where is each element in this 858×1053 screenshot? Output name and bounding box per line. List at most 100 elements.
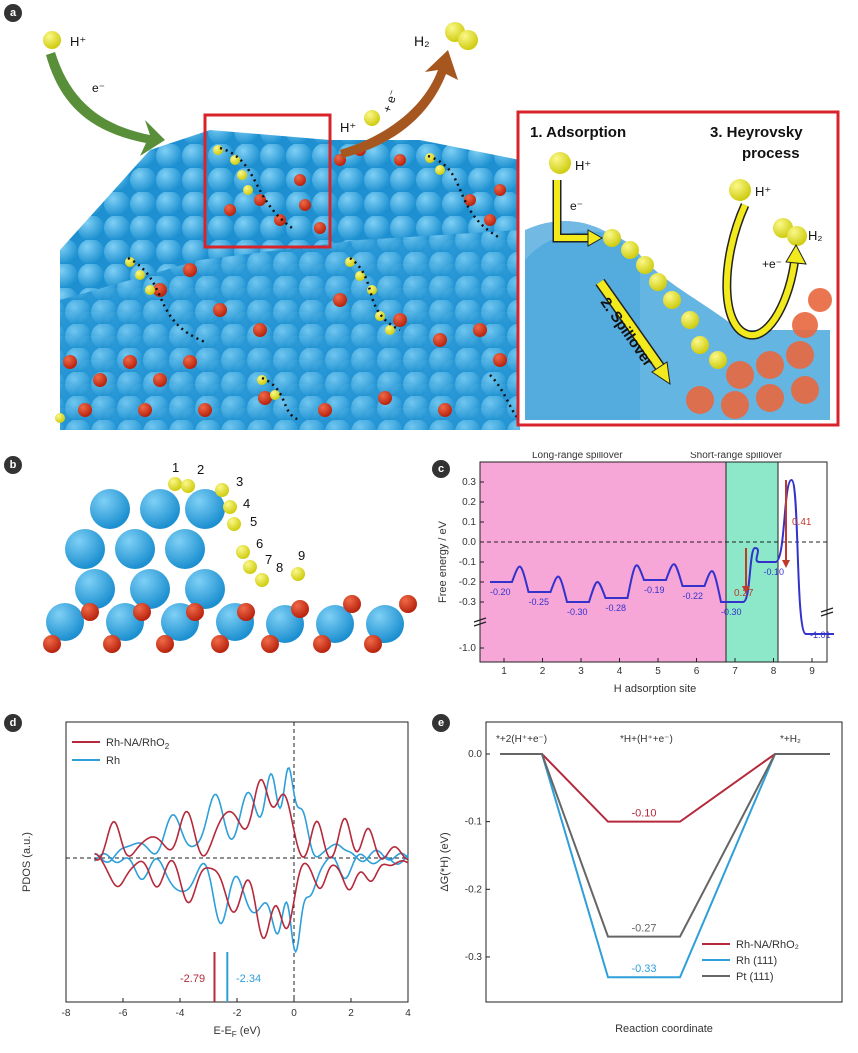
site-label-6: 6 xyxy=(256,536,263,551)
rhna-pdos-down xyxy=(94,853,409,940)
inset-step3-line1: 3. Heyrovsky xyxy=(710,124,803,141)
selection-box xyxy=(203,113,332,249)
axis-break xyxy=(473,617,487,627)
h-plus-left-label: H⁺ xyxy=(70,34,86,49)
c-xtick-label: 9 xyxy=(809,666,815,677)
site-label-7: 7 xyxy=(265,552,272,567)
e-series-line xyxy=(500,753,830,823)
inset-step1: 1. Adsorption xyxy=(530,124,626,141)
state-label-2: *H+(H⁺+e⁻) xyxy=(620,734,673,745)
hydrogen-atoms xyxy=(55,145,445,423)
site-label-3: 3 xyxy=(236,474,243,489)
state-label-3: *+H₂ xyxy=(780,734,801,745)
chart-c: Long-range spillover Short-range spillov… xyxy=(437,450,834,695)
c-site-value-label: -0.22 xyxy=(683,591,704,601)
site-label-4: 4 xyxy=(243,496,250,511)
c-xtick-label: 7 xyxy=(732,666,738,677)
panel-label-a: a xyxy=(4,4,22,22)
e-minus-left-label: e⁻ xyxy=(92,81,105,95)
rhna-pdos-up xyxy=(94,778,409,861)
e-legend-label: Pt (111) xyxy=(736,971,774,983)
region-short-label: Short-range spillover xyxy=(690,452,783,461)
c-ytick-label: 0.2 xyxy=(462,497,476,508)
green-arrow xyxy=(46,52,165,156)
e-legend-label: Rh (111) xyxy=(736,955,777,967)
d-ylabel: PDOS (a.u.) xyxy=(21,832,33,892)
d-band-label-rh: -2.34 xyxy=(236,973,261,985)
c-ytick-label: -0.2 xyxy=(459,577,477,588)
c-xtick-label: 3 xyxy=(578,666,584,677)
d-xtick-label: 2 xyxy=(348,1008,354,1019)
legend-d-rh: Rh xyxy=(106,755,120,767)
panel-label-c: c xyxy=(432,460,450,478)
panel-c: c Long-range spillover Short-range spill… xyxy=(430,450,858,702)
inset-e-minus-b: +e⁻ xyxy=(762,257,782,271)
e-legend-label: Rh-NA/RhO₂ xyxy=(736,939,799,951)
barrier-label-1: 0.27 xyxy=(734,588,754,599)
c-site-value-label: -0.28 xyxy=(606,603,627,613)
inset-h2: H₂ xyxy=(808,228,822,243)
panel-a: a xyxy=(0,0,858,440)
e-plus-mid-label: + e⁻ xyxy=(380,88,401,115)
c-site-value-label: -0.10 xyxy=(764,567,785,577)
panel-b: b 1 2 3 4 xyxy=(0,452,430,702)
c-xtick-label: 8 xyxy=(771,666,777,677)
inset-h-plus-b: H⁺ xyxy=(755,184,771,199)
chart-e: *+2(H⁺+e⁻) *H+(H⁺+e⁻) *+H₂ 0.0 -0.1 -0.2 -0… xyxy=(439,721,843,1035)
c-site-value-label: -1.01 xyxy=(810,630,831,640)
c-xtick-label: 6 xyxy=(694,666,700,677)
c-ytick-label: -1.0 xyxy=(459,643,477,654)
d-xtick-label: 0 xyxy=(291,1008,297,1019)
site-label-9: 9 xyxy=(298,548,305,563)
brown-arrow xyxy=(340,50,458,158)
inset-h-b xyxy=(729,179,751,201)
rh-layers xyxy=(46,489,404,643)
inset-panel: 1. Adsorption 3. Heyrovsky process 2. Sp… xyxy=(516,110,840,427)
panel-e: e *+2(H⁺+e⁻) *H+(H⁺+e⁻) *+H₂ 0.0 -0.1 -0.2… xyxy=(430,712,858,1048)
c-site-value-label: -0.30 xyxy=(567,607,588,617)
panel-b-illustration: 1 2 3 4 5 6 7 8 9 xyxy=(43,460,417,653)
e-ytick-label: -0.3 xyxy=(465,952,483,963)
c-energy-profile xyxy=(490,478,834,635)
c-site-value-label: -0.25 xyxy=(529,597,550,607)
c-xlabel: H adsorption site xyxy=(614,683,697,695)
o-atoms-b xyxy=(43,595,417,653)
site-label-5: 5 xyxy=(250,514,257,529)
barrier-label-2: 0.41 xyxy=(792,517,812,528)
c-ytick-label: 0.3 xyxy=(462,477,476,488)
c-xtick-label: 5 xyxy=(655,666,661,677)
c-xtick-label: 1 xyxy=(501,666,507,677)
site-label-8: 8 xyxy=(276,560,283,575)
legend-d-rhna: Rh-NA/RhO2 xyxy=(106,737,170,751)
panel-a-illustration: H⁺ e⁻ H⁺ + e⁻ H₂ xyxy=(43,22,840,430)
e-ytick-label: -0.2 xyxy=(465,884,483,895)
c-ytick-label: 0.1 xyxy=(462,517,476,528)
plot-frame-e xyxy=(485,721,843,1003)
h-atom-left xyxy=(43,31,61,49)
h-atoms-b xyxy=(168,477,305,587)
c-ytick-label: -0.3 xyxy=(459,597,477,608)
e-ytick-label: -0.1 xyxy=(465,817,483,828)
inset-step3-line2: process xyxy=(742,145,800,162)
e-series-value-label: -0.33 xyxy=(631,963,656,975)
rh-pdos-up xyxy=(94,766,409,864)
c-site-value-label: -0.19 xyxy=(644,585,665,595)
d-band-label-rhna: -2.79 xyxy=(180,973,205,985)
panel-label-d: d xyxy=(4,714,22,732)
c-xtick-label: 4 xyxy=(617,666,623,677)
region-long-label: Long-range spillover xyxy=(532,452,623,461)
d-xtick-label: 4 xyxy=(405,1008,411,1019)
c-site-value-label: -0.30 xyxy=(721,607,742,617)
e-ylabel: ΔG(*H) (eV) xyxy=(439,832,451,891)
d-xtick-label: -2 xyxy=(233,1008,242,1019)
e-xlabel: Reaction coordinate xyxy=(615,1023,713,1035)
c-ytick-label: 0.0 xyxy=(462,537,476,548)
d-xtick-label: -4 xyxy=(176,1008,185,1019)
h-atom-mid xyxy=(364,110,380,126)
inset-e-minus-a: e⁻ xyxy=(570,199,583,213)
c-xtick-label: 2 xyxy=(540,666,546,677)
site-label-1: 1 xyxy=(172,460,179,475)
d-xtick-label: -8 xyxy=(62,1008,71,1019)
inset-h-a xyxy=(549,152,571,174)
chart-d: -2.79 -2.34 Rh-NA/RhO2 Rh PDOS (a.u.) E-… xyxy=(21,721,411,1039)
